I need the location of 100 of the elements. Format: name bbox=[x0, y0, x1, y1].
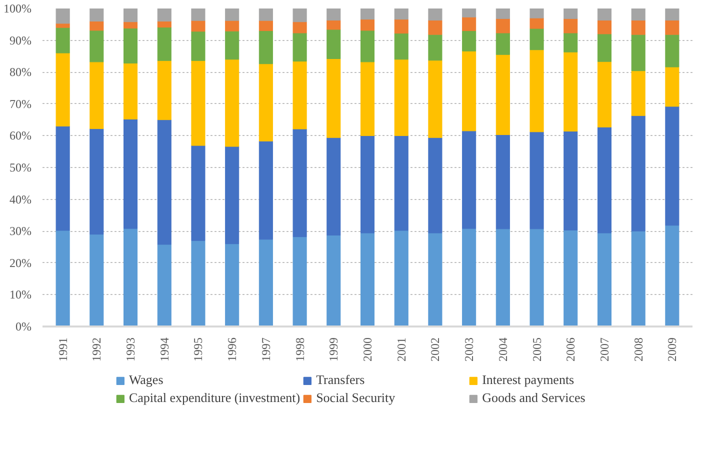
bar bbox=[631, 20, 646, 35]
bar bbox=[191, 60, 206, 146]
x-tick-label: 2008 bbox=[631, 338, 646, 362]
bar bbox=[530, 28, 544, 50]
bar bbox=[360, 8, 375, 20]
bar bbox=[394, 19, 408, 34]
bar bbox=[157, 20, 172, 28]
x-tick-label: 2006 bbox=[564, 338, 578, 362]
bar bbox=[394, 33, 408, 60]
bar bbox=[462, 8, 476, 18]
bar bbox=[462, 50, 476, 132]
bar bbox=[530, 228, 544, 326]
bar bbox=[292, 8, 307, 22]
bar bbox=[665, 106, 680, 226]
x-tick-label: 1992 bbox=[90, 338, 104, 362]
bar bbox=[56, 27, 70, 54]
bar bbox=[292, 236, 307, 326]
x-tick-label: 1999 bbox=[326, 338, 341, 362]
bar bbox=[564, 52, 578, 132]
bar bbox=[631, 70, 646, 116]
bar bbox=[665, 34, 680, 68]
bar bbox=[462, 16, 476, 32]
bar bbox=[530, 18, 544, 29]
bar bbox=[597, 232, 612, 326]
y-tick-label: 90% bbox=[10, 33, 32, 48]
x-tick-label: 1996 bbox=[225, 338, 240, 362]
y-tick-label: 80% bbox=[10, 65, 32, 80]
bar bbox=[225, 30, 240, 60]
bar bbox=[56, 8, 70, 24]
bar bbox=[225, 8, 240, 21]
x-tick-label: 2004 bbox=[496, 338, 510, 362]
bar bbox=[428, 34, 442, 61]
x-tick-label: 2009 bbox=[665, 338, 680, 362]
bar bbox=[258, 239, 273, 326]
bar bbox=[124, 228, 138, 326]
bar bbox=[157, 8, 172, 22]
bar bbox=[394, 8, 408, 20]
bar bbox=[631, 8, 646, 21]
x-tick-label: 2007 bbox=[597, 338, 612, 362]
bar bbox=[496, 54, 510, 135]
bar bbox=[326, 234, 341, 326]
bar bbox=[530, 132, 544, 230]
bar bbox=[191, 20, 206, 32]
bar bbox=[157, 27, 172, 61]
legend-label: Wages bbox=[128, 372, 164, 388]
bar bbox=[225, 244, 240, 326]
bar bbox=[56, 126, 70, 231]
bar bbox=[258, 64, 273, 142]
x-tick-label: 2001 bbox=[394, 338, 408, 362]
bar bbox=[124, 62, 138, 120]
bar bbox=[394, 135, 408, 231]
bar bbox=[428, 8, 442, 21]
bar bbox=[56, 23, 70, 28]
bar bbox=[360, 232, 375, 326]
bar bbox=[665, 8, 680, 21]
y-tick-label: 40% bbox=[10, 192, 32, 206]
bar bbox=[462, 130, 476, 229]
bar bbox=[496, 8, 510, 19]
y-tick-label: 70% bbox=[10, 96, 32, 111]
bar bbox=[496, 18, 510, 34]
x-tick-label: 1994 bbox=[157, 338, 172, 362]
bar bbox=[462, 228, 476, 326]
bar bbox=[360, 30, 375, 62]
bar bbox=[258, 140, 273, 240]
x-tick-label: 2003 bbox=[462, 338, 476, 362]
y-tick-label: 100% bbox=[4, 2, 32, 16]
bar bbox=[496, 134, 510, 230]
bar bbox=[360, 135, 375, 234]
bar bbox=[157, 244, 172, 326]
bar bbox=[428, 137, 442, 234]
bar bbox=[462, 30, 476, 52]
bar bbox=[292, 22, 307, 34]
bar bbox=[631, 115, 646, 232]
bar bbox=[225, 20, 240, 32]
bar bbox=[428, 20, 442, 35]
bar bbox=[394, 59, 408, 136]
bar bbox=[564, 131, 578, 230]
bar bbox=[157, 60, 172, 120]
bar bbox=[258, 8, 273, 21]
bar bbox=[124, 28, 138, 64]
bar bbox=[665, 66, 680, 107]
bar bbox=[597, 34, 612, 62]
legend-label: Social Security bbox=[316, 390, 396, 406]
y-tick-label: 60% bbox=[10, 128, 32, 143]
bar bbox=[90, 20, 104, 31]
bar bbox=[124, 22, 138, 28]
x-tick-label: 2005 bbox=[530, 338, 544, 362]
bar bbox=[292, 128, 307, 238]
bar bbox=[326, 8, 341, 21]
x-tick-label: 1998 bbox=[292, 338, 307, 362]
bar bbox=[124, 8, 138, 22]
bar bbox=[496, 228, 510, 326]
bar bbox=[90, 128, 104, 235]
bar bbox=[191, 8, 206, 21]
bar bbox=[597, 61, 612, 128]
bar bbox=[56, 230, 70, 326]
bar bbox=[564, 8, 578, 19]
bar bbox=[597, 20, 612, 34]
y-tick-label: 30% bbox=[10, 224, 32, 238]
bar bbox=[225, 146, 240, 244]
